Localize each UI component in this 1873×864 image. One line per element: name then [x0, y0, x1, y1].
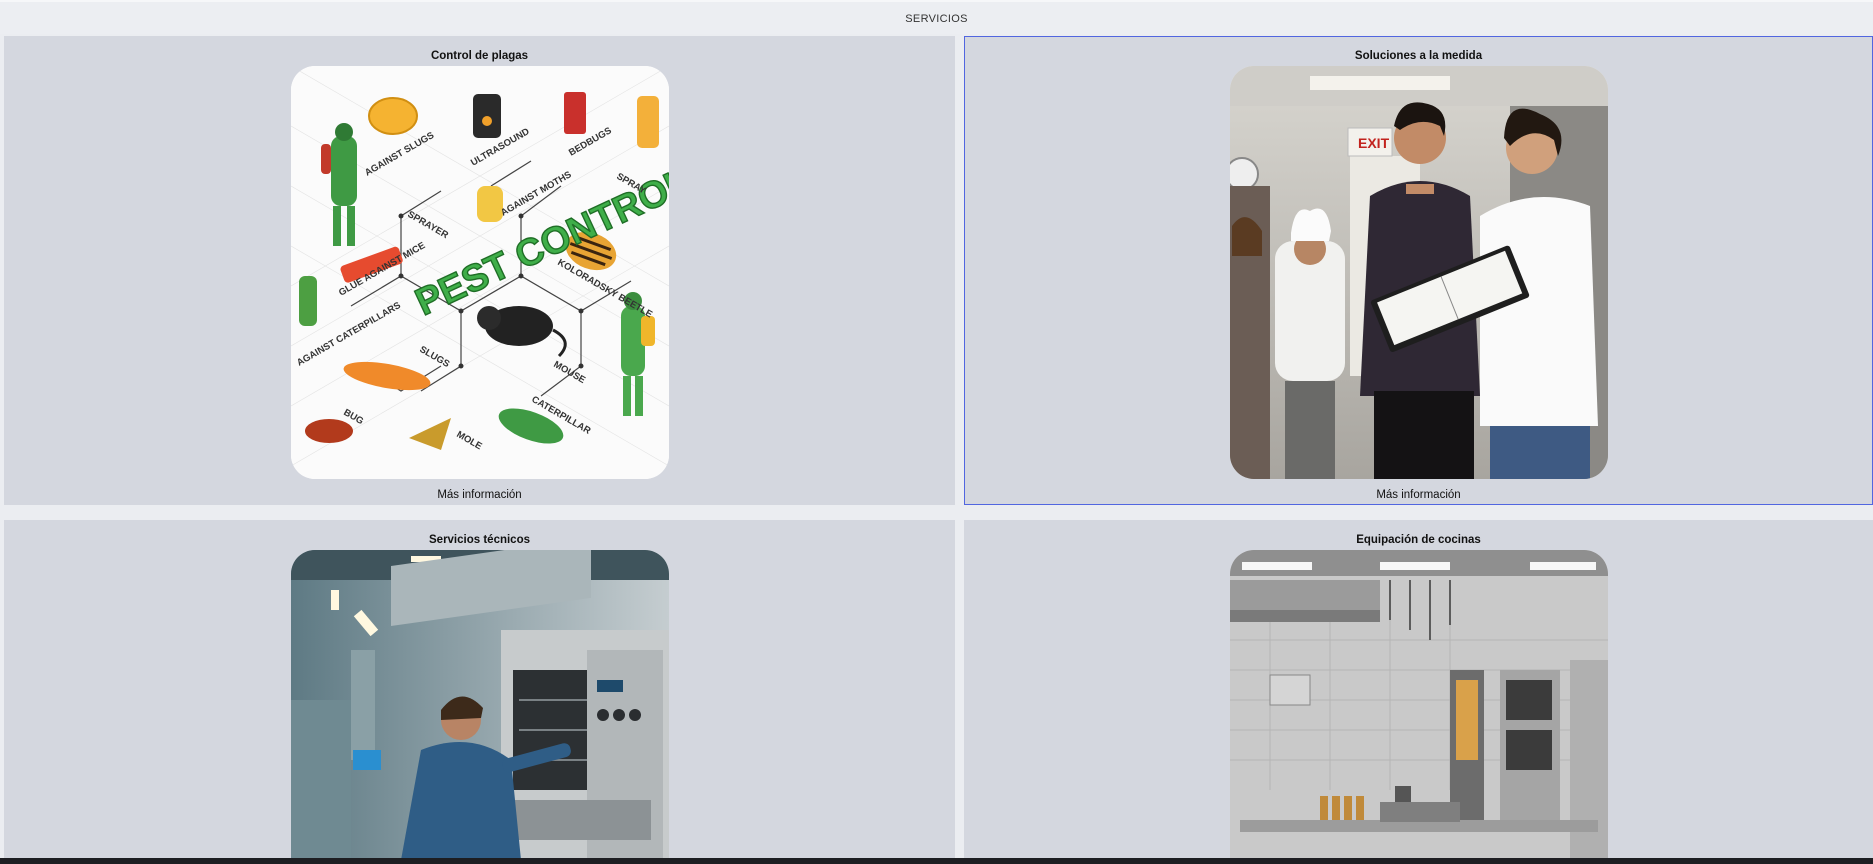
chef-consultation-photo[interactable]: EXIT: [1229, 66, 1608, 479]
service-card-technical-services[interactable]: Servicios técnicos: [4, 520, 955, 864]
grid-gutter: [955, 36, 964, 864]
kitchen-staff-illustration: EXIT: [1229, 66, 1608, 479]
service-card-kitchen-equipment[interactable]: Equipación de cocinas: [964, 520, 1873, 864]
exit-sign-text: EXIT: [1358, 135, 1390, 151]
section-title: SERVICIOS: [905, 13, 968, 25]
oven-repair-photo[interactable]: [290, 550, 669, 860]
card-title: Equipación de cocinas: [1356, 534, 1481, 546]
more-info-link[interactable]: Más información: [437, 489, 522, 501]
service-card-custom-solutions[interactable]: Soluciones a la medida EXIT: [964, 36, 1873, 505]
card-title: Soluciones a la medida: [1354, 50, 1483, 62]
taskbar-edge: [0, 858, 1873, 864]
kitchen-equipment-photo[interactable]: [1229, 550, 1608, 860]
pest-control-infographic-image[interactable]: PEST CONTROL ULTRASOUND BEDBUGS AGAINST …: [290, 66, 669, 479]
card-title: Servicios técnicos: [429, 534, 530, 546]
pest-control-illustration: PEST CONTROL ULTRASOUND BEDBUGS AGAINST …: [290, 66, 669, 479]
section-header: SERVICIOS: [0, 0, 1873, 34]
kitchen-equipment-illustration: [1229, 550, 1608, 860]
more-info-link[interactable]: Más información: [1376, 489, 1461, 501]
service-card-pest-control[interactable]: Control de plagas: [4, 36, 955, 505]
card-title: Control de plagas: [430, 50, 529, 62]
technician-illustration: [290, 550, 669, 860]
